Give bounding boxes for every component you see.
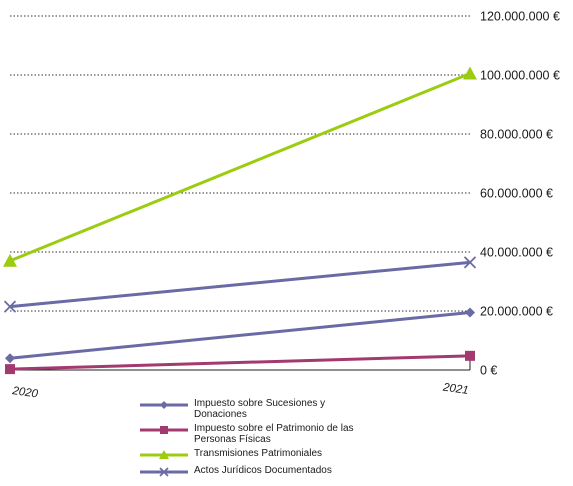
data-point-square [465, 350, 475, 361]
line-chart: 0 € 20.000.000 € 40.000.000 € 60.000.000 € 8… [3, 10, 560, 400]
y-tick-label: 100.000.000 € [480, 69, 560, 83]
legend-item: Actos Jurídicos Documentados [138, 465, 378, 479]
legend-label: Transmisiones Patrimoniales [194, 448, 323, 459]
series-line [9, 310, 471, 360]
data-point-triangle [3, 253, 17, 267]
y-tick-label: 40.000.000 € [480, 246, 553, 260]
x-tick-label: 2020 [11, 385, 40, 400]
y-tick-label: 80.000.000 € [480, 128, 553, 142]
x-tick-label: 2021 [441, 381, 469, 397]
legend-swatch-square [140, 426, 188, 434]
legend-item: Impuesto sobre Sucesiones y Donaciones [138, 398, 378, 420]
series-line [9, 72, 471, 263]
legend-label: Impuesto sobre Sucesiones y Donaciones [194, 398, 326, 420]
data-point-diamond [5, 353, 15, 364]
series-line [9, 354, 471, 371]
legend-label: Actos Jurídicos Documentados [194, 465, 332, 476]
legend-item: Transmisiones Patrimoniales [138, 448, 378, 462]
legend-swatch-triangle [140, 450, 188, 459]
legend-item: Impuesto sobre el Patrimonio de las Pers… [138, 423, 378, 445]
y-tick-label: 0 € [480, 364, 497, 378]
y-tick-label: 60.000.000 € [480, 187, 553, 201]
y-tick-label: 20.000.000 € [480, 305, 553, 319]
data-point-x [3, 300, 17, 313]
y-tick-label: 120.000.000 € [480, 10, 560, 24]
chart-legend: Impuesto sobre Sucesiones y Donaciones Im… [138, 398, 378, 482]
data-point-x [463, 256, 477, 269]
legend-swatch-diamond [140, 401, 188, 409]
series-line [9, 260, 471, 309]
data-point-diamond [465, 307, 475, 318]
legend-label: Impuesto sobre el Patrimonio de las Pers… [194, 423, 354, 445]
data-point-square [5, 364, 15, 375]
legend-swatch-x [140, 467, 188, 477]
data-point-triangle [463, 66, 477, 80]
